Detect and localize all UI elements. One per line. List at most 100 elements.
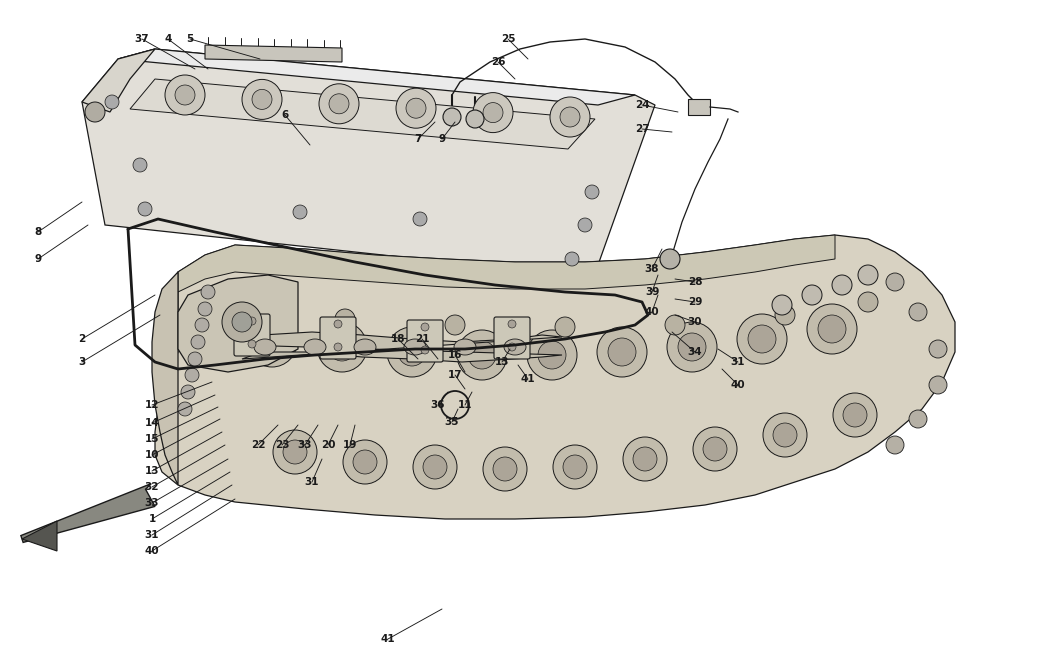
Circle shape — [293, 205, 307, 219]
Circle shape — [335, 309, 355, 329]
Circle shape — [443, 108, 461, 126]
Circle shape — [929, 340, 947, 358]
Circle shape — [258, 328, 286, 356]
Circle shape — [508, 320, 516, 328]
Circle shape — [858, 265, 878, 285]
Circle shape — [105, 95, 119, 109]
Ellipse shape — [354, 339, 376, 355]
Circle shape — [665, 315, 685, 335]
Circle shape — [885, 273, 904, 291]
Text: 28: 28 — [688, 277, 703, 287]
Circle shape — [858, 292, 878, 312]
Text: 39: 39 — [645, 287, 659, 297]
Ellipse shape — [404, 339, 426, 355]
Circle shape — [473, 93, 513, 133]
Circle shape — [353, 450, 377, 474]
Text: 33: 33 — [298, 440, 313, 450]
Polygon shape — [688, 99, 710, 115]
Text: 8: 8 — [34, 227, 41, 237]
Circle shape — [802, 285, 822, 305]
Text: 13: 13 — [494, 357, 509, 367]
Circle shape — [133, 158, 147, 172]
Circle shape — [343, 440, 387, 484]
Circle shape — [330, 94, 349, 114]
Text: 34: 34 — [688, 347, 703, 357]
Circle shape — [328, 333, 356, 361]
Text: 36: 36 — [431, 400, 445, 410]
Polygon shape — [82, 49, 655, 275]
Text: 35: 35 — [444, 417, 459, 427]
Circle shape — [232, 312, 252, 332]
Text: 23: 23 — [274, 440, 289, 450]
Circle shape — [319, 84, 359, 124]
Circle shape — [527, 330, 577, 380]
Text: 15: 15 — [145, 434, 159, 444]
Circle shape — [833, 393, 877, 437]
Text: 2: 2 — [79, 334, 86, 344]
Circle shape — [181, 385, 195, 399]
Text: 31: 31 — [305, 477, 319, 487]
Text: 22: 22 — [251, 440, 266, 450]
Text: 5: 5 — [186, 34, 193, 44]
Text: 20: 20 — [321, 440, 335, 450]
Circle shape — [247, 317, 297, 367]
Text: 4: 4 — [165, 34, 172, 44]
Text: 33: 33 — [145, 498, 159, 508]
Ellipse shape — [254, 339, 276, 355]
Text: 27: 27 — [635, 124, 649, 134]
FancyBboxPatch shape — [234, 314, 270, 356]
Circle shape — [248, 317, 256, 325]
Ellipse shape — [304, 339, 326, 355]
Circle shape — [396, 88, 436, 128]
Circle shape — [138, 202, 152, 216]
Circle shape — [553, 445, 597, 489]
Circle shape — [678, 333, 706, 361]
Circle shape — [387, 327, 437, 377]
Circle shape — [578, 218, 592, 232]
Circle shape — [775, 305, 795, 325]
Circle shape — [483, 103, 503, 123]
Text: 37: 37 — [135, 34, 149, 44]
Polygon shape — [118, 49, 635, 105]
Polygon shape — [155, 235, 955, 519]
Ellipse shape — [504, 339, 526, 355]
Circle shape — [398, 338, 426, 366]
Text: 31: 31 — [145, 530, 159, 540]
Polygon shape — [130, 79, 595, 149]
Circle shape — [585, 185, 598, 199]
FancyBboxPatch shape — [407, 320, 443, 362]
Text: 7: 7 — [415, 134, 422, 144]
Circle shape — [508, 343, 516, 351]
Circle shape — [737, 314, 787, 364]
Circle shape — [909, 303, 927, 321]
Text: 11: 11 — [458, 400, 472, 410]
Circle shape — [273, 430, 317, 474]
Circle shape — [178, 402, 192, 416]
Polygon shape — [22, 521, 57, 551]
Circle shape — [466, 110, 484, 128]
Circle shape — [703, 437, 727, 461]
Text: 1: 1 — [149, 514, 155, 524]
Circle shape — [909, 410, 927, 428]
Circle shape — [445, 315, 465, 335]
Circle shape — [414, 445, 457, 489]
Circle shape — [819, 315, 846, 343]
Text: 29: 29 — [688, 297, 703, 307]
Text: 41: 41 — [521, 374, 536, 384]
Circle shape — [421, 346, 429, 354]
Text: 9: 9 — [34, 254, 41, 264]
Polygon shape — [178, 275, 298, 372]
Text: 19: 19 — [342, 440, 357, 450]
Circle shape — [165, 75, 205, 115]
Circle shape — [832, 275, 853, 295]
Circle shape — [242, 79, 282, 119]
Polygon shape — [242, 332, 562, 362]
Circle shape — [563, 455, 587, 479]
Text: 21: 21 — [415, 334, 429, 344]
Circle shape — [175, 85, 195, 105]
Circle shape — [623, 437, 667, 481]
Circle shape — [222, 302, 261, 342]
Text: 38: 38 — [645, 264, 659, 274]
Circle shape — [560, 107, 580, 127]
Text: 6: 6 — [282, 110, 289, 120]
